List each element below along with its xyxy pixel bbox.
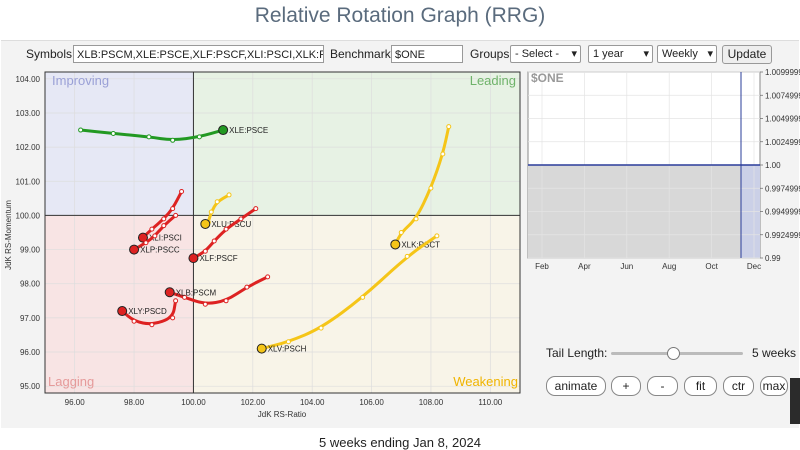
page-title: Relative Rotation Graph (RRG): [254, 4, 546, 27]
update-button[interactable]: Update: [722, 45, 772, 64]
tail-length-thumb[interactable]: [667, 347, 680, 360]
interval-select-value: Weekly: [662, 48, 698, 60]
symbols-label: Symbols:: [26, 47, 76, 61]
max-button[interactable]: max: [760, 376, 788, 396]
animate-button[interactable]: animate: [546, 376, 606, 396]
zoom-out-button[interactable]: -: [647, 376, 678, 396]
rrg-panel: [1, 40, 799, 428]
symbols-input[interactable]: XLB:PSCM,XLE:PSCE,XLF:PSCF,XLI:PSCI,XLK:…: [73, 45, 324, 63]
groups-select-value: - Select -: [515, 48, 560, 60]
groups-label: Groups:: [470, 47, 513, 61]
fit-button[interactable]: fit: [684, 376, 717, 396]
benchmark-label: Benchmark:: [330, 47, 395, 61]
tail-length-label: Tail Length:: [546, 346, 608, 360]
period-select[interactable]: 1 year: [588, 45, 653, 63]
groups-select[interactable]: - Select -: [510, 45, 581, 63]
scrollbar-thumb[interactable]: [790, 378, 800, 424]
benchmark-input[interactable]: $ONE: [391, 45, 463, 63]
tail-length-value: 5 weeks: [752, 346, 797, 360]
zoom-in-button[interactable]: +: [611, 376, 641, 396]
footer-caption: 5 weeks ending Jan 8, 2024: [319, 435, 481, 450]
interval-select[interactable]: Weekly: [657, 45, 717, 63]
period-select-value: 1 year: [593, 48, 624, 60]
center-button[interactable]: ctr: [723, 376, 754, 396]
tail-length-slider[interactable]: [611, 347, 743, 360]
